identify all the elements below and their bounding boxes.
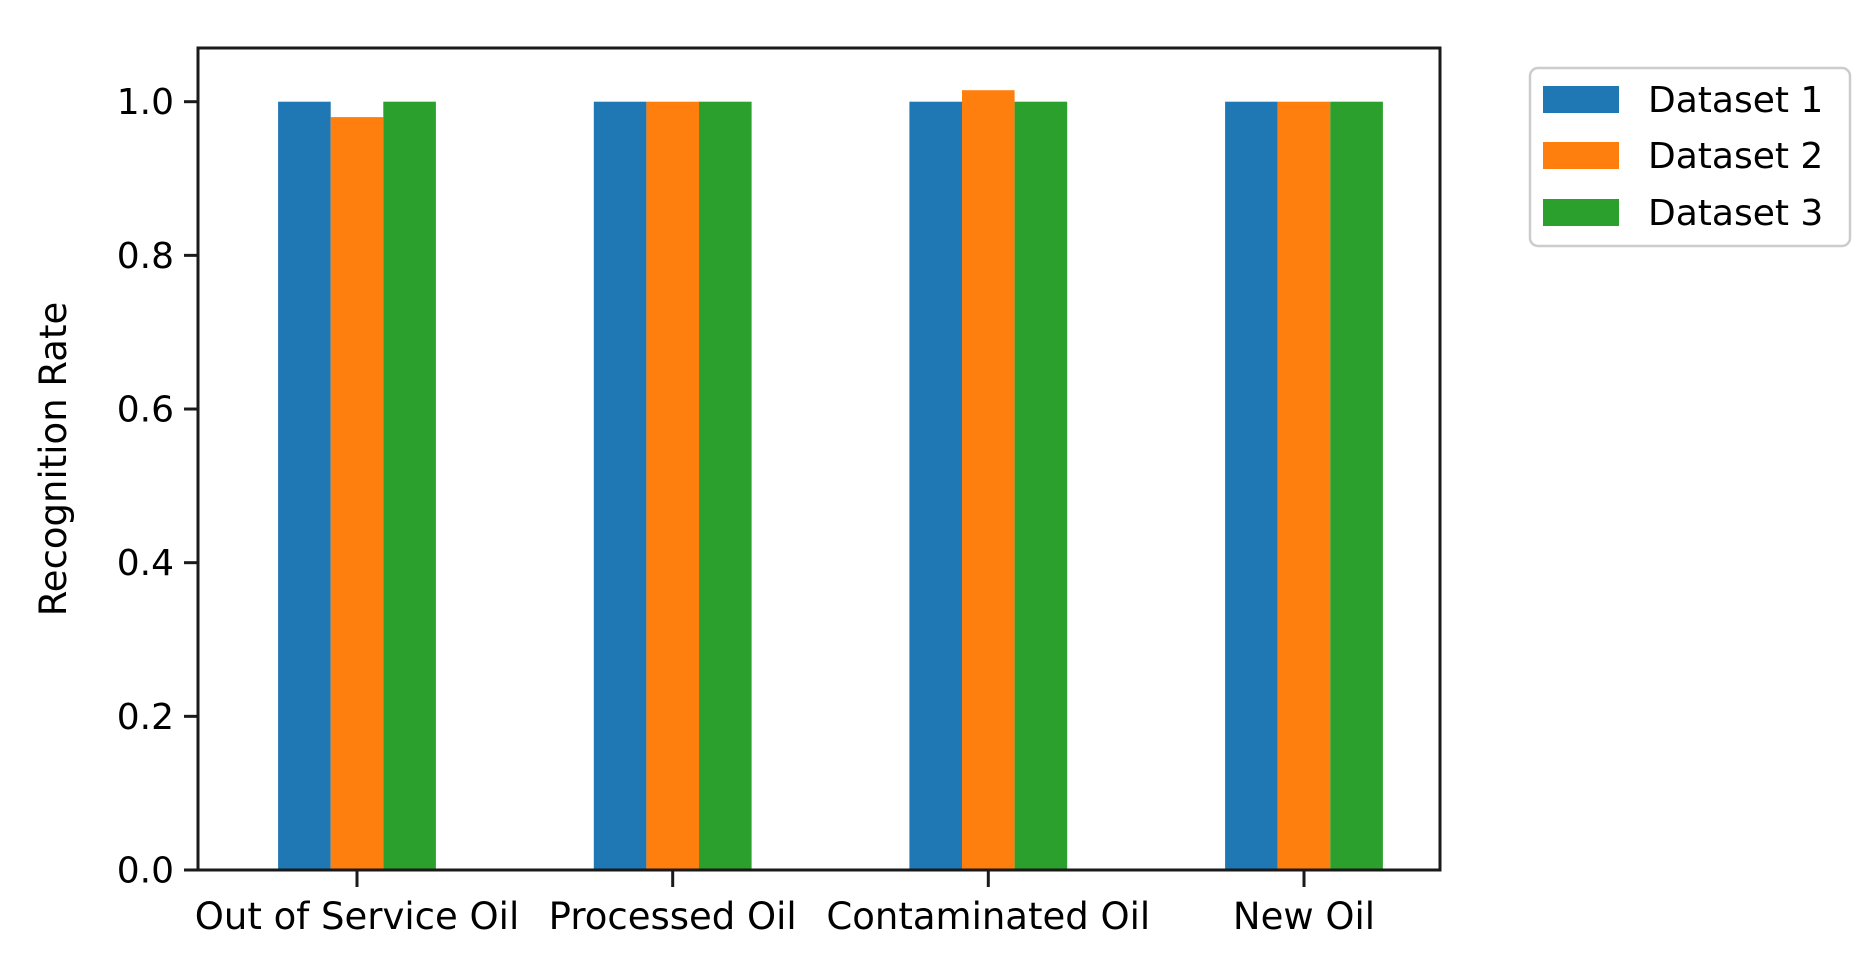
legend: Dataset 1 Dataset 2 Dataset 3 <box>1528 66 1852 248</box>
bars-layer <box>278 90 1383 871</box>
bar-dataset-1-contaminated-oil <box>909 101 962 870</box>
legend-swatch-dataset-2 <box>1543 142 1619 169</box>
axes-layer: 0.0 0.2 0.4 0.6 0.8 1.0 Out of Service Oil Proc… <box>117 82 1375 938</box>
x-tick-label-new-oil: New Oil <box>1233 895 1375 938</box>
legend-swatch-dataset-3 <box>1543 199 1619 226</box>
y-axis-label: Recognition Rate <box>32 302 75 616</box>
legend-swatch-dataset-1 <box>1543 86 1619 113</box>
y-tick-label: 0.0 <box>117 851 174 892</box>
x-tick-label-out-of-service-oil: Out of Service Oil <box>195 895 519 938</box>
bar-dataset-3-contaminated-oil <box>1014 101 1068 870</box>
bar-dataset-1-processed-oil <box>593 101 647 870</box>
bar-dataset-3-new-oil <box>1330 101 1383 870</box>
legend-label-dataset-3: Dataset 3 <box>1648 193 1823 234</box>
legend-label-dataset-1: Dataset 1 <box>1648 80 1823 121</box>
bar-dataset-2-new-oil <box>1277 101 1331 870</box>
y-tick-label: 0.8 <box>117 236 174 277</box>
bar-dataset-2-contaminated-oil <box>962 90 1015 870</box>
bar-dataset-3-out-of-service-oil <box>383 101 436 870</box>
plot-area-border <box>196 46 1442 872</box>
y-tick-label: 0.4 <box>117 543 174 584</box>
bar-dataset-2-processed-oil <box>646 101 699 870</box>
y-tick-label: 0.2 <box>117 697 174 738</box>
bar-dataset-3-processed-oil <box>699 101 752 870</box>
y-tick-label: 0.6 <box>117 390 174 431</box>
bar-dataset-1-out-of-service-oil <box>278 101 331 870</box>
bar-dataset-1-new-oil <box>1225 101 1278 870</box>
y-tick-label: 1.0 <box>117 82 174 123</box>
bar-dataset-2-out-of-service-oil <box>330 117 384 871</box>
legend-label-dataset-2: Dataset 2 <box>1648 136 1823 177</box>
x-tick-label-contaminated-oil: Contaminated Oil <box>826 895 1150 938</box>
x-tick-label-processed-oil: Processed Oil <box>549 895 797 938</box>
